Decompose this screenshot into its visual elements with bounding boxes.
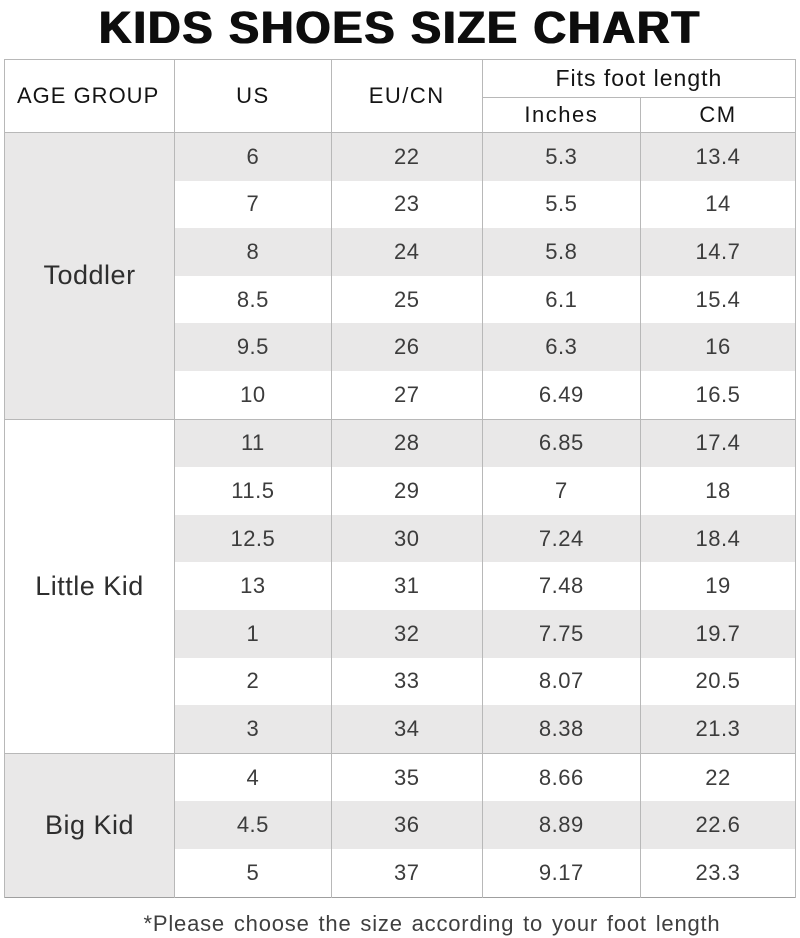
table-row: 10 27 6.49 16.5 (5, 370, 797, 420)
inches-cell: 8.38 (481, 705, 641, 754)
col-header-age-group: AGE GROUP (3, 59, 176, 133)
inches-cell: 6.1 (481, 275, 641, 324)
us-size-cell: 4.5 (174, 801, 332, 849)
col-header-inches: Inches (481, 97, 641, 133)
table-row: Toddler 6 22 5.3 13.4 (3, 132, 797, 420)
inches-cell: 6.85 (481, 418, 641, 468)
table-row: 11.5 29 7 18 (5, 467, 797, 515)
us-size-cell: 5 (174, 848, 332, 897)
us-size-cell: 4 (174, 752, 332, 802)
cm-cell: 14 (639, 180, 797, 229)
eu-cn-size-cell: 35 (330, 752, 483, 802)
us-size-cell: 6 (174, 132, 332, 181)
us-size-cell: 7 (174, 180, 332, 229)
inches-cell: 7.75 (481, 609, 641, 658)
eu-cn-size-cell: 23 (330, 180, 483, 229)
cm-cell: 20.5 (639, 657, 797, 706)
inches-cell: 5.5 (481, 180, 641, 229)
table-row: 8.5 25 6.1 15.4 (5, 275, 797, 324)
col-header-eu-cn: EU/CN (330, 59, 483, 133)
us-size-cell: 2 (174, 657, 332, 706)
us-size-cell: 9.5 (174, 323, 332, 371)
eu-cn-size-cell: 36 (330, 801, 483, 849)
cm-cell: 16.5 (639, 370, 797, 420)
col-header-cm: CM (639, 97, 797, 133)
us-size-cell: 11 (174, 418, 332, 468)
eu-cn-size-cell: 37 (330, 848, 483, 897)
us-size-cell: 12.5 (174, 514, 332, 563)
inches-cell: 7.24 (481, 514, 641, 563)
cm-cell: 13.4 (639, 132, 797, 181)
eu-cn-size-cell: 22 (330, 132, 483, 181)
table-row: 1 32 7.75 19.7 (5, 609, 797, 658)
table-row: 13 31 7.48 19 (5, 562, 797, 610)
table-row: 9.5 26 6.3 16 (5, 323, 797, 371)
cm-cell: 17.4 (639, 418, 797, 468)
age-group-cell-big-kid: Big Kid (3, 752, 176, 897)
inches-cell: 8.07 (481, 657, 641, 706)
inches-cell: 6.3 (481, 323, 641, 371)
inches-cell: 6.49 (481, 370, 641, 420)
table-row: 12.5 30 7.24 18.4 (5, 514, 797, 563)
cm-cell: 14.7 (639, 228, 797, 276)
us-size-cell: 8.5 (174, 275, 332, 324)
us-size-cell: 11.5 (174, 467, 332, 515)
us-size-cell: 8 (174, 228, 332, 276)
cm-cell: 19 (639, 562, 797, 610)
eu-cn-size-cell: 25 (330, 275, 483, 324)
table-row: 2 33 8.07 20.5 (5, 657, 797, 706)
eu-cn-size-cell: 28 (330, 418, 483, 468)
cm-cell: 22.6 (639, 801, 797, 849)
inches-cell: 9.17 (481, 848, 641, 897)
cm-cell: 16 (639, 323, 797, 371)
eu-cn-size-cell: 29 (330, 467, 483, 515)
table-row: 7 23 5.5 14 (5, 180, 797, 229)
inches-cell: 7 (481, 467, 641, 515)
cm-cell: 21.3 (639, 705, 797, 754)
page-title: KIDS SHOES SIZE CHART (98, 2, 702, 53)
header-row-2: Inches CM (5, 97, 797, 133)
size-chart-table: AGE GROUP US EU/CN Fits foot length Inch… (3, 59, 797, 898)
inches-cell: 7.48 (481, 562, 641, 610)
cm-cell: 18.4 (639, 514, 797, 563)
us-size-cell: 1 (174, 609, 332, 658)
eu-cn-size-cell: 33 (330, 657, 483, 706)
us-size-cell: 10 (174, 370, 332, 420)
cm-cell: 15.4 (639, 275, 797, 324)
eu-cn-size-cell: 32 (330, 609, 483, 658)
eu-cn-size-cell: 30 (330, 514, 483, 563)
table-row: Big Kid 4 35 8.66 22 (3, 752, 797, 897)
header-row-1: AGE GROUP US EU/CN Fits foot length (3, 59, 797, 133)
cm-cell: 23.3 (639, 848, 797, 897)
inches-cell: 5.3 (481, 132, 641, 181)
table-row: Little Kid 11 28 6.85 17.4 (3, 418, 797, 754)
us-size-cell: 13 (174, 562, 332, 610)
us-size-cell: 3 (174, 705, 332, 754)
eu-cn-size-cell: 31 (330, 562, 483, 610)
col-header-fits-foot-length: Fits foot length (481, 59, 797, 98)
cm-cell: 22 (639, 752, 797, 802)
inches-cell: 8.66 (481, 752, 641, 802)
eu-cn-size-cell: 27 (330, 370, 483, 420)
eu-cn-size-cell: 24 (330, 228, 483, 276)
col-header-us: US (174, 59, 332, 133)
table-row: 8 24 5.8 14.7 (5, 228, 797, 276)
table-row: 4.5 36 8.89 22.6 (5, 801, 797, 849)
cm-cell: 19.7 (639, 609, 797, 658)
footnote: *Please choose the size according to you… (143, 910, 721, 936)
age-group-cell-toddler: Toddler (3, 132, 176, 420)
cm-cell: 18 (639, 467, 797, 515)
table-row: 3 34 8.38 21.3 (5, 705, 797, 754)
table-row: 5 37 9.17 23.3 (5, 848, 797, 897)
inches-cell: 5.8 (481, 228, 641, 276)
eu-cn-size-cell: 26 (330, 323, 483, 371)
inches-cell: 8.89 (481, 801, 641, 849)
age-group-cell-little-kid: Little Kid (3, 418, 176, 754)
eu-cn-size-cell: 34 (330, 705, 483, 754)
